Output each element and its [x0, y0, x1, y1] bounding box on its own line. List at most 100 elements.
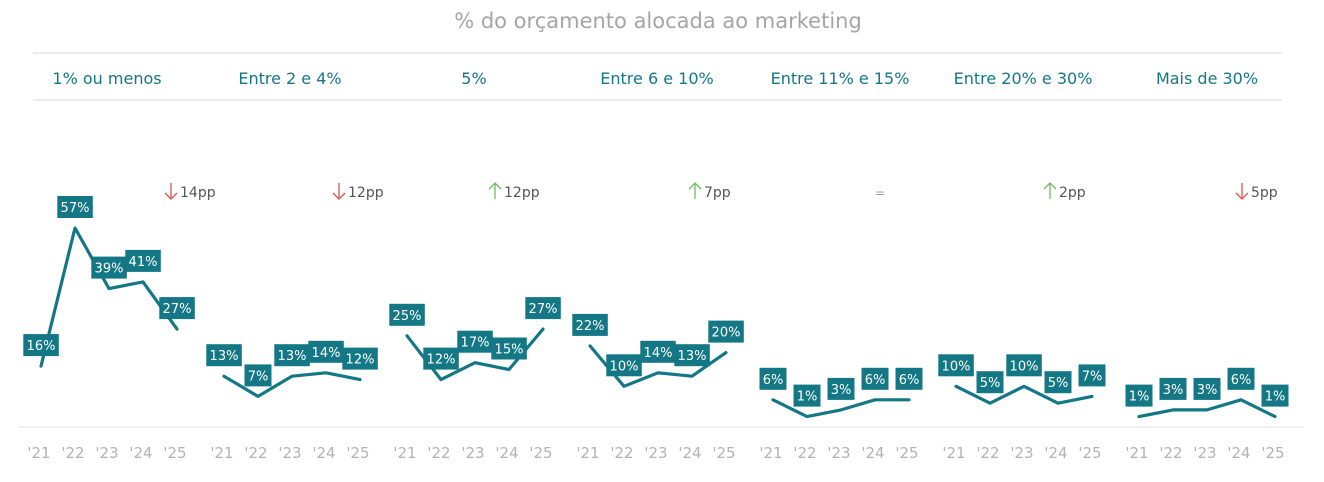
- data-label-box: [57, 196, 93, 218]
- data-label-text: 39%: [95, 262, 124, 277]
- change-value: 7pp: [704, 185, 731, 201]
- change-value: 14pp: [180, 185, 216, 201]
- panel-2: Entre 2 e 4% 12pp 13% 7% 13% 14% 12% '21 '22 '23 '…: [206, 69, 384, 462]
- data-label: 12%: [423, 347, 459, 370]
- data-label: 22%: [572, 313, 608, 336]
- data-label-box: [159, 297, 195, 320]
- data-label-box: [793, 384, 821, 407]
- data-label-text: 15%: [495, 343, 524, 358]
- x-tick-label: '21: [393, 444, 416, 462]
- data-label-box: [674, 344, 710, 367]
- arrow-up-icon: [488, 182, 502, 199]
- series-name: 5%: [461, 69, 486, 88]
- x-tick-label: '25: [1261, 444, 1284, 462]
- data-label-text: 20%: [712, 326, 741, 341]
- data-label: 39%: [91, 256, 127, 279]
- series-line: [1137, 398, 1277, 419]
- data-label: 25%: [389, 303, 425, 326]
- change-value: 12pp: [348, 185, 384, 201]
- x-tick-label: '25: [163, 444, 186, 462]
- panel-5: Entre 11% e 15% = 6% 1% 3% 6% 6% '21 '22 '23 '24 '2…: [759, 69, 923, 462]
- x-tick-label: '23: [461, 444, 484, 462]
- data-label: 5%: [976, 371, 1004, 394]
- series-name: Entre 2 e 4%: [238, 69, 341, 88]
- data-label-text: 13%: [210, 349, 239, 364]
- data-label-text: 13%: [678, 349, 707, 364]
- x-tick-label: '23: [278, 444, 301, 462]
- data-label-text: 27%: [163, 302, 192, 317]
- data-label: 6%: [759, 367, 787, 390]
- data-label: 13%: [206, 344, 242, 367]
- data-label-box: [1125, 384, 1153, 407]
- x-tick-label: '22: [1159, 444, 1182, 462]
- data-label: 27%: [525, 297, 561, 320]
- data-label: 20%: [708, 320, 744, 343]
- data-label-text: 1%: [1129, 390, 1150, 405]
- data-label: 7%: [1078, 364, 1106, 387]
- x-tick-label: '24: [1044, 444, 1067, 462]
- x-tick-label: '21: [27, 444, 50, 462]
- x-tick-label: '23: [95, 444, 118, 462]
- data-label-box: [606, 354, 642, 377]
- data-label-text: 17%: [461, 336, 490, 351]
- data-label: 17%: [457, 330, 493, 353]
- data-label-text: 7%: [248, 369, 269, 384]
- data-label: 13%: [274, 344, 310, 367]
- arrow-down-icon: [1235, 183, 1249, 200]
- data-label-text: 13%: [278, 349, 307, 364]
- data-label-text: 6%: [865, 373, 886, 388]
- x-tick-label: '25: [529, 444, 552, 462]
- data-label: 6%: [895, 367, 923, 390]
- arrow-down-icon: [164, 183, 178, 200]
- data-label: 41%: [125, 249, 161, 272]
- data-label: 6%: [861, 367, 889, 390]
- data-label: 7%: [244, 364, 272, 387]
- panel-6: Entre 20% e 30% 2pp 10% 5% 10% 5% 7% '21 '22 '23 '…: [938, 69, 1106, 462]
- data-label-box: [1193, 377, 1221, 400]
- data-label-box: [1044, 371, 1072, 394]
- data-label: 27%: [159, 297, 195, 320]
- data-label-text: 5%: [980, 376, 1001, 391]
- change-value: =: [875, 186, 885, 200]
- data-label-text: 6%: [899, 373, 920, 388]
- x-tick-label: '22: [610, 444, 633, 462]
- data-label-box: [423, 347, 459, 370]
- chart-title: % do orçamento alocada ao marketing: [454, 9, 862, 33]
- arrow-up-icon: [688, 182, 702, 199]
- x-tick-label: '23: [1010, 444, 1033, 462]
- data-label-box: [1227, 367, 1255, 390]
- change-value: 5pp: [1251, 185, 1278, 201]
- series-line: [222, 371, 362, 398]
- data-label-text: 10%: [942, 359, 971, 374]
- data-label: 16%: [23, 334, 59, 357]
- x-tick-label: '24: [129, 444, 152, 462]
- data-label-text: 14%: [644, 346, 673, 361]
- data-label: 3%: [1159, 377, 1187, 400]
- panel-3: 5% 12pp 25% 12% 17% 15% 27% '21 '22 '23 '24 '25: [389, 69, 561, 462]
- data-label-box: [1078, 364, 1106, 387]
- x-tick-label: '24: [495, 444, 518, 462]
- data-label-box: [125, 249, 161, 272]
- data-label: 1%: [793, 384, 821, 407]
- data-label-box: [389, 303, 425, 326]
- x-tick-label: '25: [712, 444, 735, 462]
- data-label: 57%: [57, 196, 93, 218]
- data-label-box: [457, 330, 493, 353]
- data-label-text: 3%: [1163, 383, 1184, 398]
- series-line: [39, 226, 179, 368]
- x-tick-label: '24: [1227, 444, 1250, 462]
- x-tick-label: '22: [793, 444, 816, 462]
- data-label-box: [244, 364, 272, 387]
- data-label-text: 14%: [312, 346, 341, 361]
- panel-4: Entre 6 e 10% 7pp 22% 10% 14% 13% 20% '21 '22 '23…: [572, 69, 744, 462]
- data-label-text: 5%: [1048, 376, 1069, 391]
- data-label-box: [759, 367, 787, 390]
- data-label-text: 6%: [763, 373, 784, 388]
- data-label-box: [640, 340, 676, 363]
- x-tick-label: '25: [346, 444, 369, 462]
- data-label: 3%: [1193, 377, 1221, 400]
- data-label-box: [861, 367, 889, 390]
- data-label: 12%: [342, 347, 378, 370]
